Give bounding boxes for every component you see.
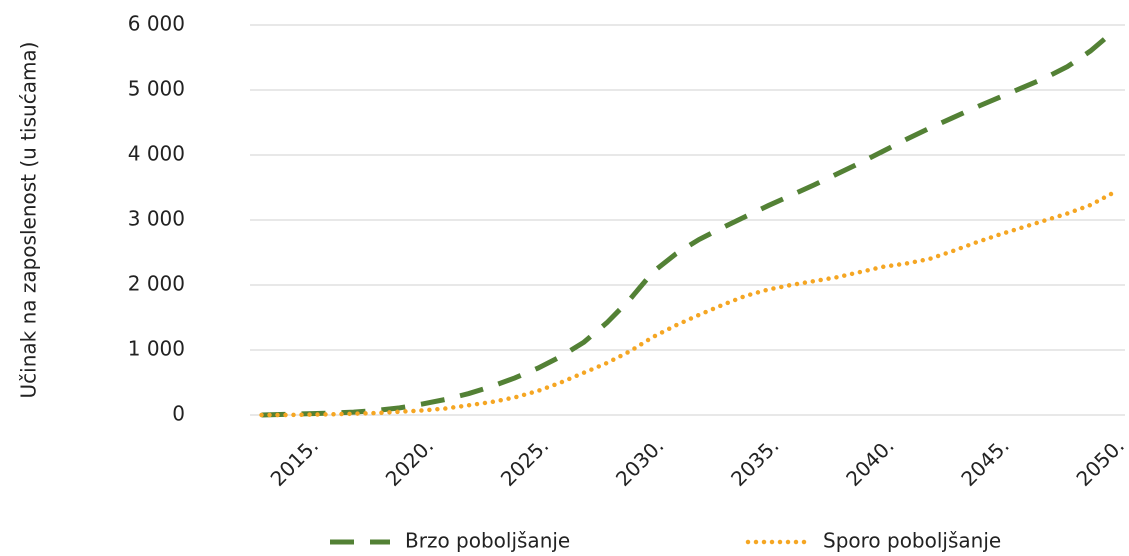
legend-label: Sporo poboljšanje bbox=[823, 529, 1001, 553]
x-tick-label: 2025. bbox=[496, 433, 553, 490]
y-tick-label: 2 000 bbox=[128, 272, 185, 296]
y-tick-label: 6 000 bbox=[128, 12, 185, 36]
x-tick-label: 2015. bbox=[266, 433, 323, 490]
y-axis-label: Učinak na zaposlenost (u tisućama) bbox=[17, 42, 41, 399]
y-tick-label: 5 000 bbox=[128, 77, 185, 101]
y-tick-label: 0 bbox=[172, 402, 185, 426]
y-tick-label: 1 000 bbox=[128, 337, 185, 361]
y-tick-label: 3 000 bbox=[128, 207, 185, 231]
series-line bbox=[261, 29, 1116, 418]
x-tick-label: 2030. bbox=[611, 433, 668, 490]
x-tick-label: 2040. bbox=[841, 433, 898, 490]
x-tick-label: 2020. bbox=[381, 433, 438, 490]
legend-label: Brzo poboljšanje bbox=[405, 529, 570, 553]
x-tick-label: 2045. bbox=[956, 433, 1013, 490]
series-line bbox=[259, 190, 1116, 418]
x-tick-label: 2035. bbox=[726, 433, 783, 490]
y-tick-label: 4 000 bbox=[128, 142, 185, 166]
x-tick-label: 2050. bbox=[1071, 433, 1128, 490]
